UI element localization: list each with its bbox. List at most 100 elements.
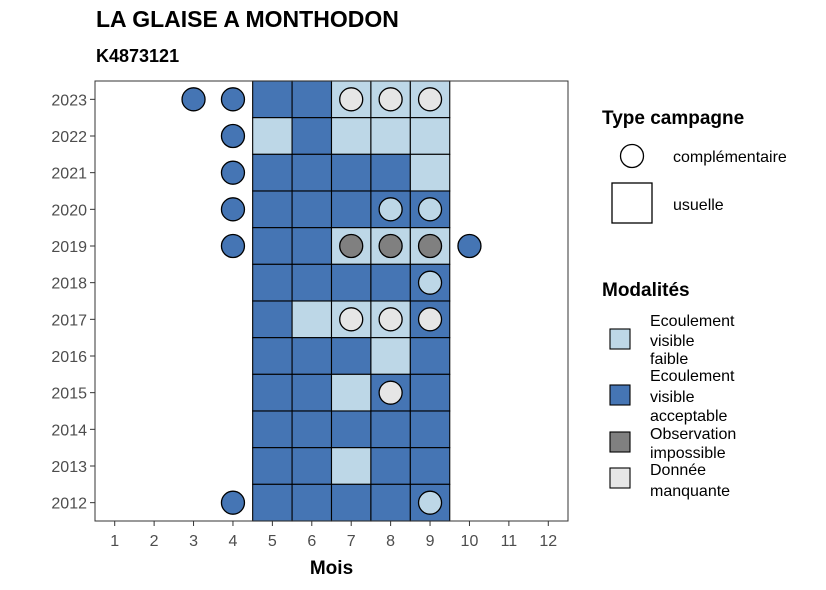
- data-point: [417, 490, 443, 515]
- heatmap-cell: [409, 337, 451, 375]
- data-point: [220, 160, 246, 185]
- heatmap-cell: [370, 153, 411, 192]
- heatmap-cell: [409, 410, 451, 449]
- heatmap-cell: [252, 300, 293, 339]
- y-tick-label: 2021: [51, 166, 87, 183]
- legend-key-ecoulement_visible_faible: [609, 328, 631, 350]
- heatmap-cell: [252, 227, 293, 265]
- usuelle-cells: [252, 80, 451, 522]
- y-tick-label: 2015: [51, 386, 87, 403]
- heatmap-cell: [252, 117, 293, 155]
- chart-title: LA GLAISE A MONTHODON: [96, 6, 399, 32]
- y-tick-label: 2023: [51, 92, 87, 109]
- heatmap-cell: [330, 153, 372, 192]
- legend-label-ecoulement_visible_acceptable: acceptable: [650, 408, 727, 425]
- legend-modalites-title: Modalités: [602, 280, 690, 301]
- heatmap-cell: [291, 483, 333, 522]
- data-point: [339, 233, 364, 259]
- heatmap-cell: [330, 410, 372, 449]
- data-point: [220, 123, 246, 149]
- x-tick-label: 7: [347, 533, 356, 550]
- heatmap-cell: [252, 410, 293, 449]
- data-point: [417, 87, 443, 112]
- legend-modalites: Modalités EcoulementvisiblefaibleEcoulem…: [602, 280, 736, 500]
- heatmap-cell: [291, 80, 333, 119]
- data-point: [339, 87, 364, 112]
- legend-usuelle-label: usuelle: [673, 197, 724, 214]
- heatmap-cell: [370, 483, 411, 522]
- legend-key-ecoulement_visible_acceptable: [609, 384, 631, 406]
- heatmap-cell: [291, 410, 333, 449]
- y-tick-label: 2012: [51, 496, 87, 513]
- heatmap-cell: [291, 190, 333, 229]
- data-point: [378, 87, 403, 112]
- y-tick-label: 2014: [51, 422, 87, 439]
- heatmap-cell: [409, 117, 451, 155]
- heatmap-cell: [330, 190, 372, 229]
- y-tick-label: 2022: [51, 129, 87, 146]
- heatmap-cell: [252, 80, 293, 119]
- x-tick-label: 2: [150, 533, 159, 550]
- x-axis-title: Mois: [310, 558, 353, 579]
- legend-label-ecoulement_visible_acceptable: visible: [650, 389, 695, 406]
- legend-circle-symbol: [619, 143, 645, 169]
- heatmap-cell: [330, 263, 372, 302]
- legend-key-donnee_manquante: [609, 467, 631, 489]
- data-point: [378, 233, 403, 259]
- legend-key-observation_impossible: [609, 431, 631, 453]
- legend-label-donnee_manquante: manquante: [650, 483, 730, 500]
- heatmap-cell: [370, 337, 411, 375]
- heatmap-cell: [291, 337, 333, 375]
- legend-type-campagne-title: Type campagne: [602, 108, 744, 129]
- data-point: [378, 380, 403, 405]
- chart-subtitle: K4873121: [96, 46, 180, 66]
- heatmap-cell: [291, 263, 333, 302]
- legend-label-observation_impossible: Observation: [650, 426, 736, 443]
- complementaire-points: [181, 87, 482, 515]
- heatmap-cell: [330, 373, 372, 412]
- heatmap-cell: [409, 153, 451, 192]
- y-tick-label: 2013: [51, 459, 87, 476]
- y-tick-label: 2017: [51, 312, 87, 329]
- heatmap-cell: [291, 227, 333, 265]
- y-tick-label: 2020: [51, 202, 87, 219]
- y-tick-label: 2019: [51, 239, 87, 256]
- data-point: [378, 197, 403, 222]
- plot-border: [94, 80, 569, 522]
- x-tick-label: 5: [268, 533, 277, 550]
- heatmap-cell: [330, 483, 372, 522]
- x-tick-label: 4: [229, 533, 238, 550]
- x-tick-label: 3: [189, 533, 198, 550]
- legend-label-observation_impossible: impossible: [650, 445, 726, 462]
- legend-label-donnee_manquante: Donnée: [650, 462, 706, 479]
- x-tick-label: 12: [539, 533, 557, 550]
- heatmap-cell: [291, 153, 333, 192]
- heatmap-cell: [370, 117, 411, 155]
- legend-label-ecoulement_visible_faible: faible: [650, 351, 688, 368]
- x-tick-label: 1: [110, 533, 119, 550]
- heatmap-cell: [291, 300, 333, 339]
- legend-square-symbol: [611, 182, 653, 224]
- legend-complementaire-label: complémentaire: [673, 149, 787, 166]
- legend-label-ecoulement_visible_acceptable: Ecoulement: [650, 368, 735, 385]
- x-axis: 1 2 3 4 5 6 7 8 9 10 11 12: [110, 521, 557, 550]
- y-tick-label: 2018: [51, 276, 87, 293]
- y-tick-label: 2016: [51, 349, 87, 366]
- x-tick-label: 6: [307, 533, 316, 550]
- heatmap-cell: [291, 373, 333, 412]
- heatmap-cell: [252, 373, 293, 412]
- heatmap-cell: [330, 117, 372, 155]
- data-point: [220, 87, 246, 112]
- heatmap-cell: [252, 190, 293, 229]
- y-axis: 2012 2013 2014 2015 2016 2017 2018 2019 2020 2021…: [51, 92, 95, 513]
- heatmap-cell: [330, 447, 372, 485]
- heatmap-cell: [252, 337, 293, 375]
- heatmap-cell: [252, 447, 293, 485]
- x-tick-label: 10: [461, 533, 479, 550]
- x-tick-label: 9: [426, 533, 435, 550]
- data-point: [220, 197, 246, 222]
- data-point: [417, 197, 443, 222]
- x-tick-label: 11: [501, 533, 518, 550]
- heatmap-cell: [291, 447, 333, 485]
